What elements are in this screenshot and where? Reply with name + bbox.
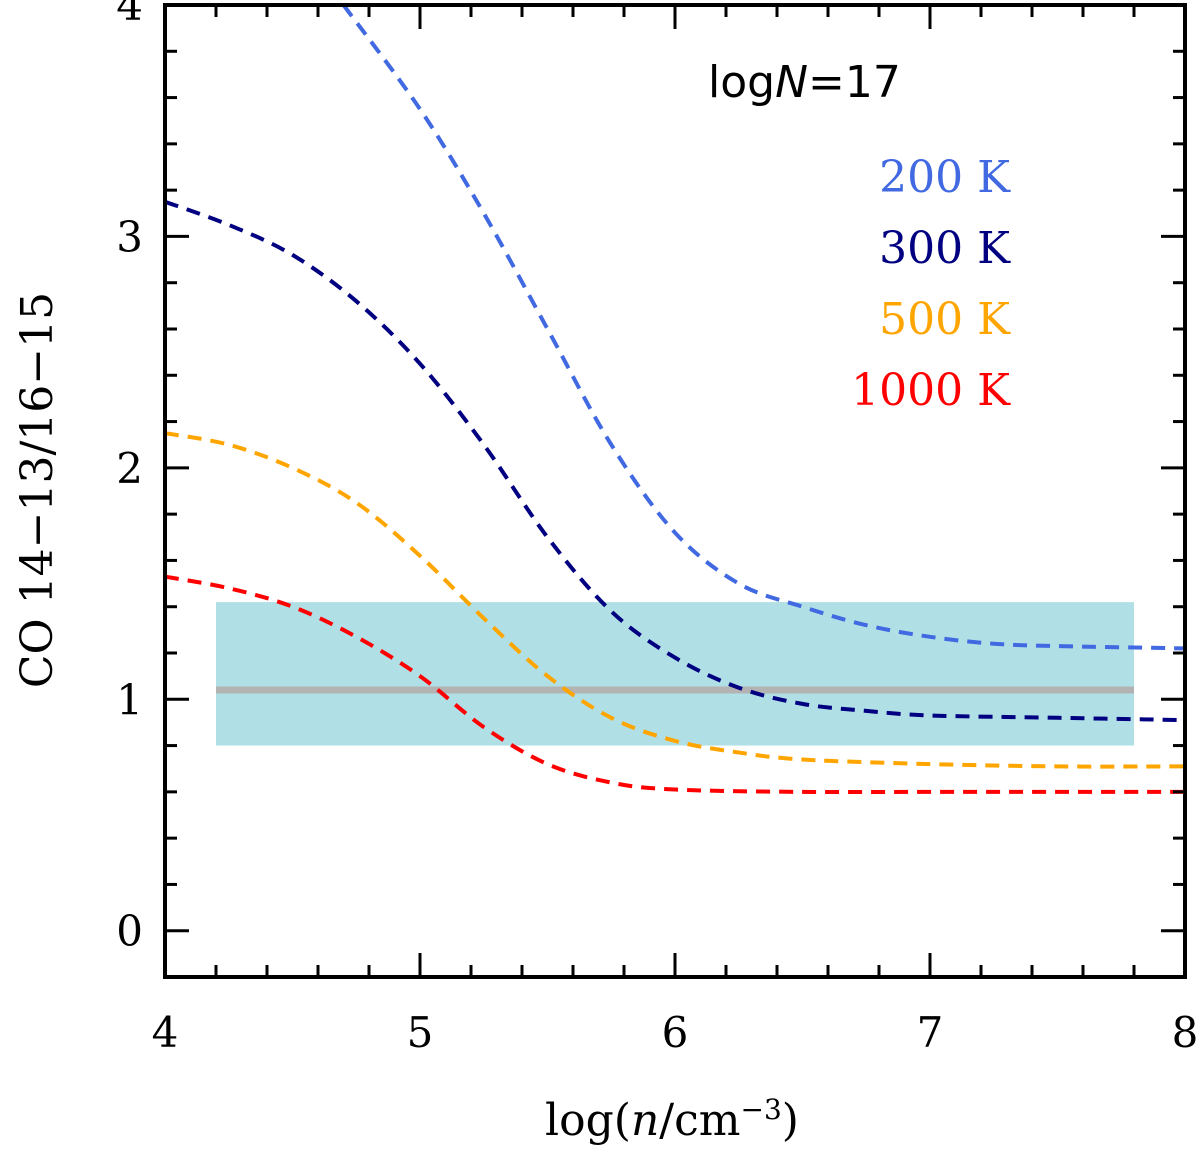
y-axis-title: CO 14−13/16−15 bbox=[12, 292, 63, 688]
legend-item-200k: 200 K bbox=[879, 152, 1011, 203]
x-axis-title-log: log( bbox=[545, 1095, 631, 1146]
column-density-annotation: logN=17 bbox=[708, 57, 901, 108]
y-tick-label: 2 bbox=[116, 444, 143, 493]
series-200k-line bbox=[341, 5, 1185, 651]
x-tick-label: 8 bbox=[1172, 1008, 1199, 1057]
observed-range-band bbox=[216, 602, 1134, 746]
x-tick-label: 7 bbox=[917, 1008, 944, 1057]
y-tick-label: 4 bbox=[116, 0, 143, 30]
x-axis-title-unit: /cm bbox=[659, 1095, 740, 1146]
legend-item-500k: 500 K bbox=[879, 294, 1011, 345]
x-tick-label: 6 bbox=[662, 1008, 689, 1057]
series-500k-line bbox=[165, 431, 1185, 769]
axes-layer: 4 5 6 7 8 0 1 2 3 4 bbox=[116, 0, 1198, 1057]
series-1000k-line bbox=[165, 574, 1185, 795]
annotation-prefix: log bbox=[708, 57, 775, 108]
y-tick-label: 3 bbox=[116, 212, 143, 261]
legend: 200 K 300 K 500 K 1000 K bbox=[851, 152, 1011, 416]
legend-item-300k: 300 K bbox=[879, 223, 1011, 274]
x-axis-title-n: n bbox=[631, 1095, 659, 1146]
x-axis-title: log(n/cm−3) bbox=[545, 1093, 799, 1146]
observed-range-layer bbox=[216, 602, 1134, 746]
x-tick-label: 5 bbox=[407, 1008, 434, 1057]
y-tick-label: 1 bbox=[116, 675, 143, 724]
annotation-suffix: =17 bbox=[808, 57, 901, 108]
legend-item-1000k: 1000 K bbox=[851, 365, 1011, 416]
y-tick-label: 0 bbox=[116, 907, 143, 956]
x-tick-label: 4 bbox=[152, 1008, 179, 1057]
series-layer bbox=[165, 5, 1185, 795]
x-axis-title-exponent: −3 bbox=[741, 1093, 782, 1126]
plot-frame bbox=[163, 3, 1187, 979]
annotation-variable: N bbox=[775, 57, 808, 108]
x-axis-title-close: ) bbox=[782, 1095, 799, 1146]
